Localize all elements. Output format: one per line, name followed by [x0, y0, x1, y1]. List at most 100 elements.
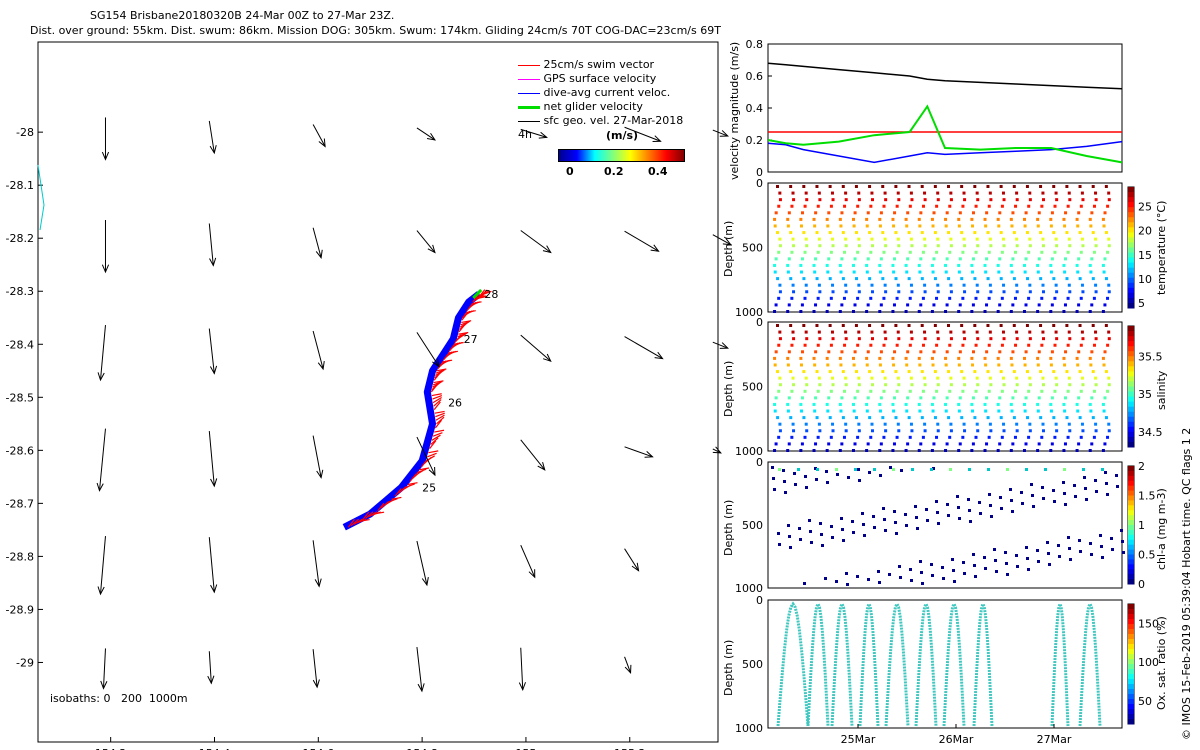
current-vector	[208, 223, 214, 266]
current-vector-head	[538, 131, 548, 139]
current-vector-head	[537, 461, 546, 471]
current-vector	[312, 227, 322, 258]
swim-vector	[431, 434, 441, 441]
imos-credit: © IMOS 15-Feb-2019 05:39:04 Hobart time.…	[1180, 427, 1193, 740]
swim-vector	[460, 320, 471, 326]
x-tick-label: 154.4	[199, 747, 231, 750]
net-velocity-vector	[472, 288, 483, 299]
swim-vector	[436, 368, 447, 372]
current-vector-head	[210, 584, 218, 594]
current-vector-head	[428, 467, 436, 477]
y-tick-label: -28.4	[6, 338, 34, 351]
sal-ylabel: Depth (m)	[722, 360, 735, 417]
current-vector-head	[719, 342, 730, 349]
current-vector	[312, 435, 322, 478]
legend-item-net: net glider velocity	[518, 100, 683, 114]
current-vector	[520, 334, 552, 362]
y-tick-label: -28.6	[6, 444, 34, 457]
colorbar-tick-1: 0.2	[604, 165, 624, 178]
current-vector-head	[101, 151, 110, 161]
dac-track	[342, 291, 482, 531]
swim-vector	[416, 468, 427, 474]
current-vector	[416, 540, 428, 586]
current-vector-head	[97, 372, 105, 382]
current-vector-head	[652, 135, 662, 142]
colorbar-unit: (m/s)	[606, 129, 639, 142]
x-tick-label: 155	[515, 747, 536, 750]
current-vector	[102, 648, 106, 689]
current-vector-head	[314, 578, 322, 588]
current-vector	[312, 330, 324, 370]
swim-vector	[442, 359, 453, 363]
current-vector	[208, 651, 212, 684]
y-tick-label: -28.7	[6, 497, 34, 510]
legend-item-dac: dive-avg current veloc.	[518, 86, 683, 100]
day-label: 28	[484, 288, 498, 301]
y-tick-label: -28.5	[6, 391, 34, 404]
current-vector	[624, 656, 632, 674]
current-vector-head	[97, 586, 105, 596]
swim-vector	[435, 412, 445, 418]
current-vector-head	[417, 683, 425, 693]
swim-vector	[430, 437, 439, 445]
swim-vector	[419, 467, 430, 471]
current-vector	[99, 324, 106, 381]
current-vector-head	[624, 664, 632, 675]
current-vector-head	[432, 358, 440, 368]
current-vector-head	[426, 132, 436, 141]
swim-vector	[447, 350, 458, 354]
current-vector	[208, 120, 215, 154]
current-vector-head	[209, 145, 217, 155]
current-vector	[416, 127, 436, 141]
current-vector-head	[542, 245, 552, 254]
swim-vector	[433, 399, 442, 407]
current-vector	[624, 230, 659, 252]
current-vector-head	[101, 264, 110, 274]
x-tick-label: 154.6	[303, 747, 335, 750]
swim-vector	[432, 394, 443, 400]
colorbar-tick-0: 0	[566, 165, 574, 178]
swim-vector	[347, 519, 355, 528]
current-vector-head	[712, 446, 722, 454]
current-vector	[208, 537, 215, 593]
swim-vector	[481, 290, 492, 296]
temp-ylabel: Depth (m)	[722, 220, 735, 277]
swim-vector	[434, 419, 443, 429]
title-line-1: SG154 Brisbane20180320B 24-Mar 00Z to 27…	[90, 9, 395, 22]
swim-vector	[477, 295, 488, 299]
current-vector-head	[528, 569, 536, 579]
swim-vector	[436, 416, 445, 425]
current-vector-head	[518, 682, 526, 692]
swim-vector	[465, 310, 476, 314]
current-vector	[520, 439, 546, 471]
swim-vector	[435, 414, 445, 421]
y-tick-label: -28.9	[6, 603, 34, 616]
map-axes-frame	[37, 41, 719, 743]
current-vector-head	[318, 138, 326, 148]
swim-vector	[457, 332, 468, 338]
day-label: 25	[422, 481, 436, 494]
swim-vector	[434, 410, 445, 414]
current-vector-head	[542, 353, 552, 363]
current-vector	[416, 332, 440, 367]
current-vector-head	[209, 365, 218, 375]
current-vector	[624, 336, 663, 360]
map-legend: 25cm/s swim vector GPS surface velocity …	[518, 58, 683, 142]
temp-cblabel: temperature (°C)	[1155, 200, 1168, 295]
swim-vector	[365, 511, 374, 519]
current-vector	[624, 548, 639, 571]
swim-vector	[435, 369, 446, 374]
swim-vector	[433, 380, 444, 384]
swim-vector	[458, 331, 469, 335]
current-vector-head	[631, 562, 640, 572]
current-vector-head	[722, 238, 732, 246]
title-line-2: Dist. over ground: 55km. Dist. swum: 86k…	[30, 24, 721, 37]
x-tick-label: 154.2	[95, 747, 127, 750]
legend-item-gps: GPS surface velocity	[518, 72, 683, 86]
x-tick-label: 155.2	[614, 747, 646, 750]
chl-cblabel: chl-a (mg m-3)	[1155, 488, 1168, 570]
swim-vector	[377, 502, 385, 512]
swim-vector	[405, 483, 415, 489]
current-vector	[520, 230, 552, 253]
current-vector	[520, 647, 524, 690]
